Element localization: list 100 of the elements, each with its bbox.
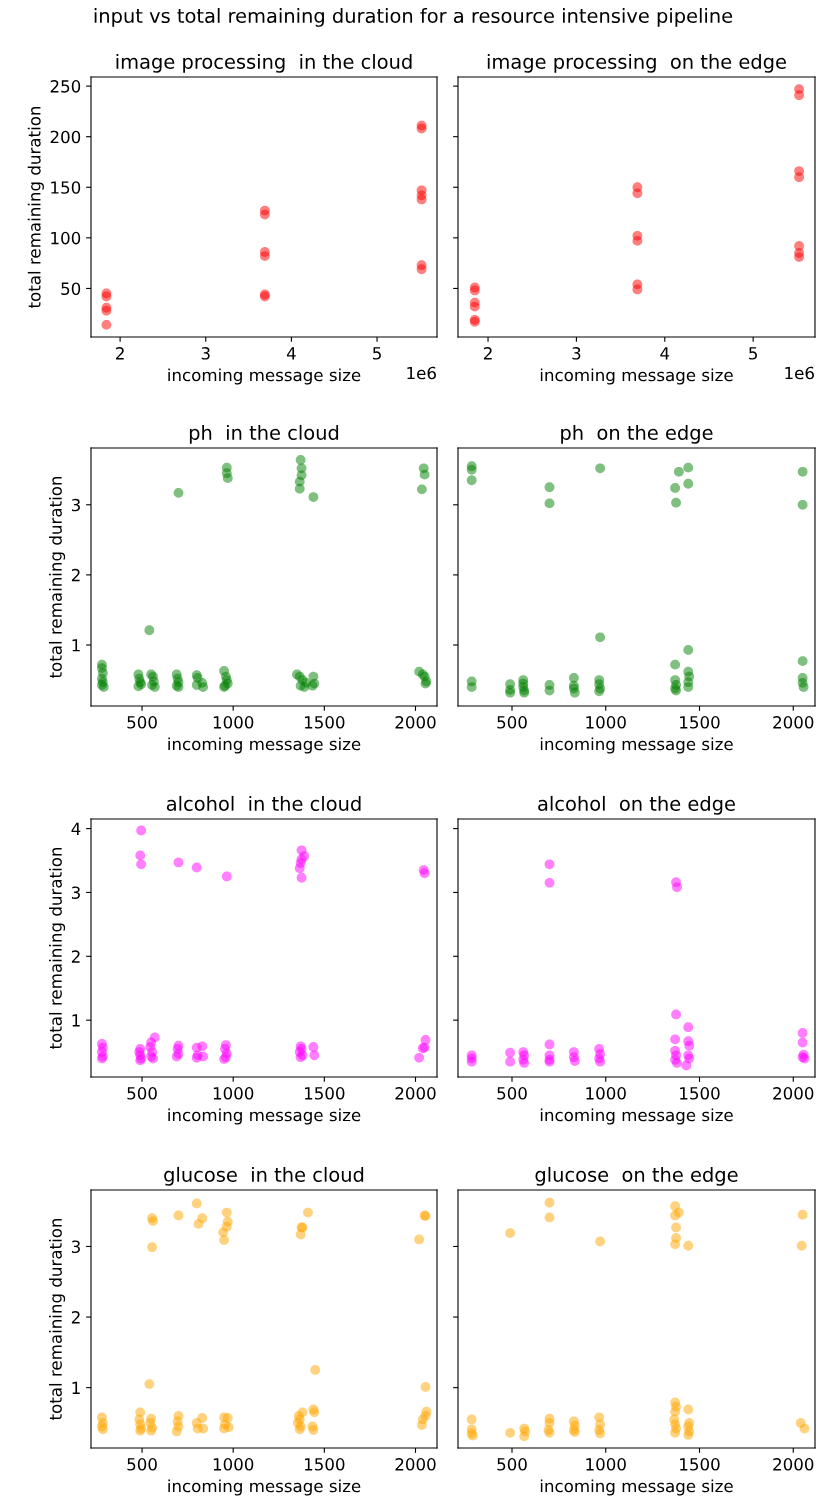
y-tick-label: 150 [51,181,81,194]
x-tick-label: 4 [660,347,670,360]
point [309,1050,320,1061]
y-tick-label: 2 [71,950,80,963]
x-tick-label: 2000 [773,716,814,729]
x-axis-title: incoming message size [168,737,361,754]
x-tick-label: 4 [286,347,296,360]
x-tick-label: 2000 [773,1458,814,1471]
point [797,1037,808,1048]
y-axis-title: total remaining duration [48,476,66,679]
point [466,475,477,486]
x-tick-label: 1000 [586,1458,626,1471]
text: 1e6 [785,366,814,380]
point [505,1047,516,1058]
x-tick-label: 500 [497,1087,527,1100]
point [671,1222,681,1233]
y-tick-label: 3 [71,1240,80,1254]
point [259,205,270,216]
x-tick-label: 2000 [395,716,436,729]
point [670,1406,681,1417]
x-tick-label: 1000 [586,1087,626,1100]
point [683,1022,694,1033]
point [259,247,270,257]
point [544,1212,555,1223]
point [469,297,480,308]
x-tick-label: 1000 [586,716,626,729]
point [683,478,694,489]
x-tick-label: 1000 [213,716,254,729]
x-tick-label: 2 [483,347,492,360]
x-tick-label: 2000 [395,1087,436,1100]
point [198,1051,209,1062]
x-tick-label: 1500 [680,1458,720,1471]
point [672,882,682,893]
point [683,462,694,473]
point [683,1430,694,1440]
x-axis-title: incoming message size [168,1479,361,1496]
point [672,1058,682,1068]
chart-title: glucose in the cloud [164,1166,364,1186]
point [135,850,146,861]
point [544,859,555,870]
point [670,1034,681,1045]
point [519,1431,530,1442]
y-axis-title: total remaining duration [27,106,44,309]
x-tick-label: 3 [572,347,581,360]
point [799,1423,810,1434]
x-axis-title: incoming message size [168,1108,361,1125]
point [595,632,606,643]
point [684,1040,695,1051]
x-tick-label: 500 [127,1087,157,1100]
point [595,1428,606,1439]
point [544,877,555,888]
point [544,1197,555,1208]
x-tick-label: 1500 [304,716,345,729]
point [416,185,427,196]
point [294,863,305,874]
text: input vs total remaining duration for a resource intensive pipeline [94,8,733,27]
y-tick-label: 100 [51,231,81,245]
point [797,656,808,667]
y-tick-label: 200 [50,130,81,144]
y-axis-title: total remaining duration [48,1218,66,1421]
y-axis-title: total remaining duration [48,847,66,1050]
x-tick-label: 1000 [213,1087,254,1100]
chart-title: image processing on the edge [487,53,786,73]
y-tick-label: 1 [72,639,80,652]
point [797,1028,808,1038]
y-tick-label: 3 [71,886,80,900]
point [797,499,808,510]
point [794,166,804,176]
y-tick-label: 250 [50,80,81,93]
point [136,825,147,836]
chart-title: ph on the edge [561,424,713,444]
point [569,687,580,698]
point [683,1404,694,1415]
point [671,1009,681,1020]
y-tick-label: 3 [71,498,80,512]
x-tick-label: 500 [127,716,157,729]
point [308,1042,319,1052]
x-axis-title: incoming message size [540,737,733,754]
x-tick-label: 5 [749,347,757,360]
y-tick-label: 50 [61,282,81,296]
y-tick-label: 1 [72,1014,80,1027]
y-tick-label: 2 [71,1311,80,1324]
point [136,859,147,870]
point [505,1056,516,1067]
chart-title: alcohol in the cloud [166,795,361,811]
point [683,682,694,692]
point [595,1236,606,1247]
x-tick-label: 1500 [304,1458,345,1471]
point [632,279,643,290]
point [505,1427,516,1438]
x-tick-label: 1500 [680,1087,720,1100]
x-axis-title: incoming message size [540,1479,733,1496]
point [419,868,430,879]
chart-title: ph in the cloud [189,424,339,444]
x-tick-label: 5 [373,347,381,360]
point [173,857,184,868]
point [681,1060,692,1071]
point [416,260,427,271]
point [794,241,804,251]
x-axis-title: incoming message size [168,368,361,385]
